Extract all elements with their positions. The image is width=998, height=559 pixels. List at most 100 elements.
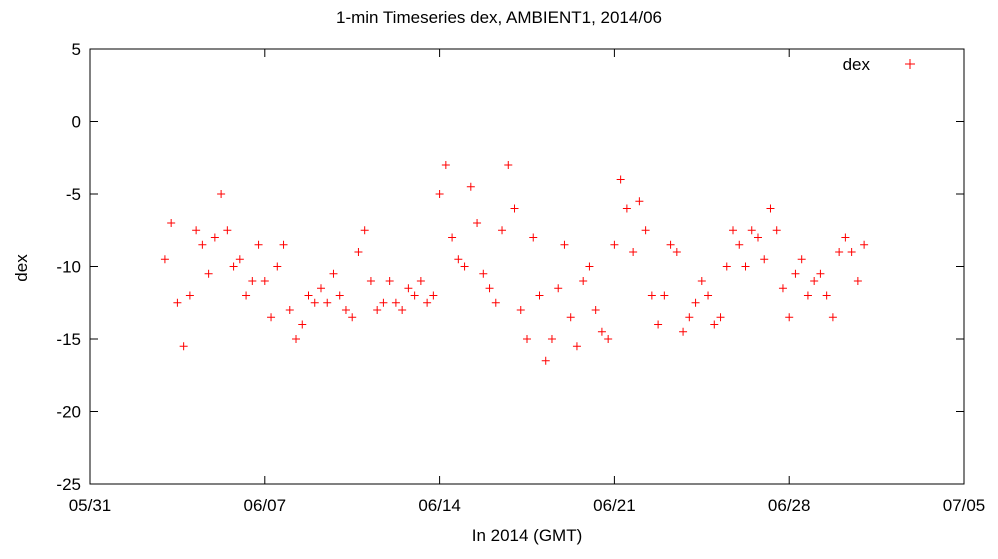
data-point	[473, 219, 482, 227]
data-point	[160, 255, 169, 264]
data-point	[710, 320, 719, 329]
data-point	[691, 298, 700, 307]
data-point	[304, 291, 313, 300]
chart-title: 1-min Timeseries dex, AMBIENT1, 2014/06	[336, 8, 662, 27]
data-point	[385, 277, 394, 285]
data-point	[423, 298, 432, 307]
data-point	[192, 226, 201, 235]
data-point	[198, 240, 207, 249]
data-point	[529, 233, 538, 242]
data-point	[485, 284, 494, 293]
x-tick-label: 06/28	[768, 496, 811, 515]
data-point	[797, 255, 806, 264]
data-point	[766, 204, 775, 213]
data-point	[604, 335, 613, 343]
data-point	[366, 277, 375, 285]
data-point	[853, 277, 862, 285]
data-point	[597, 327, 606, 336]
data-point	[360, 226, 369, 235]
data-point	[753, 233, 762, 242]
data-point	[292, 335, 301, 343]
x-tick-label: 06/21	[593, 496, 636, 515]
data-point	[504, 161, 513, 169]
data-point	[204, 269, 213, 278]
data-point	[235, 255, 244, 264]
data-point	[672, 248, 681, 256]
data-point	[860, 240, 869, 249]
data-point	[516, 306, 525, 314]
data-point	[410, 291, 419, 300]
x-tick-label: 05/31	[69, 496, 112, 515]
data-point	[785, 313, 794, 322]
data-point	[566, 313, 575, 322]
data-point	[510, 204, 519, 213]
data-point	[229, 262, 238, 271]
data-point	[404, 284, 413, 293]
data-point	[547, 335, 556, 343]
data-point	[441, 161, 450, 169]
data-point	[273, 262, 282, 271]
data-point	[847, 248, 856, 256]
data-point	[210, 233, 219, 242]
data-point	[435, 190, 444, 198]
data-point	[641, 226, 650, 235]
data-point	[354, 248, 363, 256]
data-point	[310, 298, 319, 307]
data-point	[722, 262, 731, 271]
y-tick-label: 0	[72, 113, 81, 132]
data-point	[654, 320, 663, 329]
data-point	[729, 226, 738, 235]
data-point	[429, 291, 438, 300]
data-point	[298, 320, 307, 329]
data-point	[466, 182, 475, 191]
data-point	[660, 291, 669, 300]
data-point	[248, 277, 257, 285]
data-point	[841, 233, 850, 242]
data-point	[579, 277, 588, 285]
data-point	[416, 277, 425, 285]
data-point	[760, 255, 769, 264]
data-point	[747, 226, 756, 235]
axis-ticks: 5 0 -5 -10 -15 -20 -25 05/31 06/07 06/14 06/21 06/2…	[56, 40, 985, 515]
data-point	[479, 269, 488, 278]
x-tick-label: 06/07	[244, 496, 287, 515]
data-point	[185, 291, 194, 300]
data-point	[666, 240, 675, 249]
y-tick-label: -15	[56, 330, 81, 349]
y-tick-label: 5	[72, 40, 81, 59]
data-point	[460, 262, 469, 271]
data-point	[316, 284, 325, 293]
legend-label: dex	[843, 55, 871, 74]
data-point	[398, 306, 407, 314]
plot-frame	[89, 48, 965, 485]
data-point	[379, 298, 388, 307]
data-point	[610, 240, 619, 249]
x-axis-label: In 2014 (GMT)	[471, 526, 583, 545]
data-point	[629, 248, 638, 256]
y-tick-label: -5	[66, 185, 81, 204]
data-point	[535, 291, 544, 300]
data-point	[585, 262, 594, 271]
x-tick-label: 06/14	[418, 496, 461, 515]
data-point	[778, 284, 787, 293]
data-point	[523, 335, 531, 343]
data-point	[679, 327, 688, 336]
data-point	[616, 175, 625, 184]
data-point	[591, 306, 600, 314]
legend-marker	[905, 59, 915, 69]
y-tick-label: -25	[56, 475, 81, 494]
data-point	[391, 298, 400, 307]
data-point	[822, 291, 831, 300]
data-point	[810, 277, 819, 285]
data-point	[816, 269, 825, 278]
data-point	[254, 240, 263, 249]
data-point	[341, 306, 350, 314]
data-points	[160, 161, 869, 365]
data-point	[622, 204, 631, 213]
data-point	[685, 313, 694, 322]
legend: dex	[843, 55, 915, 74]
data-point	[772, 226, 781, 235]
data-point	[223, 226, 232, 235]
data-point	[554, 284, 563, 293]
